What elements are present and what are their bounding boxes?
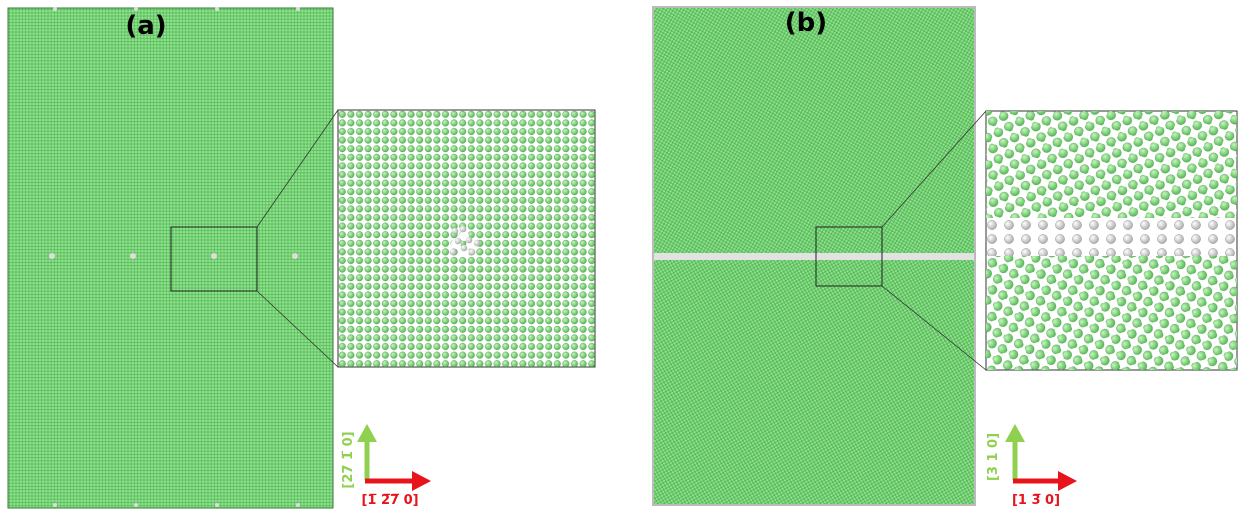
zoom-line — [256, 109, 339, 228]
grain-boundary — [653, 253, 975, 260]
panel-label: (b) — [785, 8, 827, 38]
zoom-b-bottom — [986, 256, 1237, 370]
crystal-b-frame — [652, 6, 976, 506]
defect-atoms-a — [449, 225, 481, 257]
zoom-line — [881, 110, 987, 228]
inset-box-b — [815, 226, 883, 287]
direction-label: [3 1 0] — [986, 433, 1001, 481]
direction-label: [1̅ 2̅7̅ 0] — [361, 493, 418, 508]
grain-bottom — [653, 257, 975, 505]
zoom-b-boundary — [986, 218, 1237, 256]
grain-top — [653, 7, 975, 257]
arrow-head — [1058, 471, 1077, 491]
zoom-b-top — [986, 111, 1237, 218]
zoom-line — [256, 290, 339, 368]
direction-label: [1 3̅ 0] — [1012, 493, 1060, 508]
arrow-head — [357, 424, 377, 442]
direction-label: [27 1̅ 0] — [341, 431, 356, 488]
arrow-head — [1005, 424, 1025, 442]
arrow-head — [412, 471, 431, 491]
defects-a — [49, 7, 300, 507]
inset-box-a — [170, 226, 258, 292]
zoom-line — [881, 285, 987, 371]
panel-label: (a) — [125, 11, 166, 41]
